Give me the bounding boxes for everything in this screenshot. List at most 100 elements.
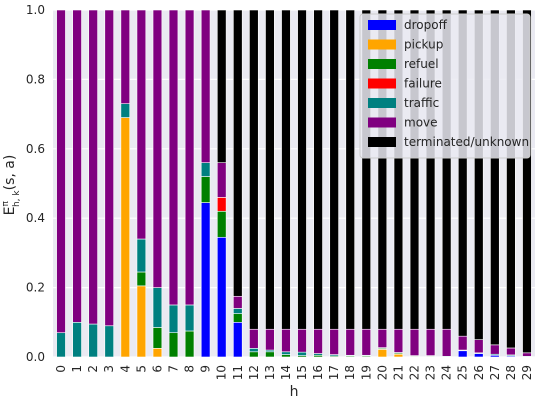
x-tick-label: 6 bbox=[150, 365, 164, 373]
x-tick-label: 29 bbox=[520, 365, 534, 380]
legend-swatch bbox=[368, 20, 396, 30]
bar-segment-terminated-unknown bbox=[490, 9, 500, 346]
bar-segment-move bbox=[120, 9, 131, 104]
x-tick-label: 19 bbox=[359, 365, 373, 380]
bar-segment-traffic bbox=[152, 287, 163, 328]
bar-segment-traffic bbox=[249, 348, 259, 353]
x-tick-label: 10 bbox=[215, 365, 229, 380]
x-tick-label: 22 bbox=[408, 365, 422, 380]
bar-segment-terminated-unknown bbox=[522, 9, 532, 354]
bar-segment-pickup bbox=[393, 353, 404, 358]
bar-segment-traffic bbox=[104, 325, 114, 358]
x-tick-label: 27 bbox=[488, 365, 502, 380]
bar-segment-terminated-unknown bbox=[281, 9, 291, 330]
bar-segment-terminated-unknown bbox=[233, 9, 243, 297]
legend-swatch bbox=[368, 59, 396, 69]
x-tick-label: 24 bbox=[440, 365, 454, 380]
x-tick-label: 26 bbox=[472, 365, 486, 380]
bar-segment-move bbox=[104, 9, 114, 327]
bar-segment-terminated-unknown bbox=[377, 9, 388, 330]
bar-segment-move bbox=[233, 295, 243, 309]
bar-segment-terminated-unknown bbox=[474, 9, 484, 340]
bar-segment-move bbox=[88, 9, 98, 325]
bar-segment-move bbox=[490, 344, 500, 355]
x-tick-label: 23 bbox=[424, 365, 438, 380]
bar-segment-terminated-unknown bbox=[249, 9, 259, 330]
bar-segment-terminated-unknown bbox=[313, 9, 323, 330]
x-tick-labels: 0 1 2 3 4 5 6 7 8 9 10 11 12 13 14 15 16 17 18 19 20 21 22 23 24… bbox=[54, 365, 534, 380]
bar-segment-traffic bbox=[233, 308, 243, 314]
bar-segment-dropoff bbox=[233, 321, 243, 358]
bar-segment-pickup bbox=[152, 348, 163, 358]
x-tick-label: 13 bbox=[263, 365, 277, 380]
x-tick-label: 3 bbox=[102, 365, 116, 373]
bar-segment-pickup bbox=[120, 117, 131, 358]
grid-lines bbox=[53, 9, 535, 358]
bar-segment-traffic bbox=[56, 332, 66, 358]
bar-segment-move bbox=[457, 335, 468, 351]
bar-segment-move bbox=[265, 328, 275, 351]
legend-label: move bbox=[404, 116, 438, 130]
bar-segment-move bbox=[249, 328, 259, 349]
bar-segment-failure bbox=[216, 197, 227, 212]
bar-segment-move bbox=[56, 9, 66, 334]
bar-segment-move bbox=[200, 9, 211, 163]
y-tick-label: 0.0 bbox=[26, 350, 45, 364]
legend-swatch bbox=[368, 39, 396, 50]
x-tick-label: 25 bbox=[456, 365, 470, 380]
x-tick-label: 5 bbox=[134, 365, 148, 373]
bar-segment-terminated-unknown bbox=[361, 9, 372, 330]
bar-segment-refuel bbox=[152, 327, 163, 349]
x-tick-label: 18 bbox=[343, 365, 357, 380]
bar-segment-traffic bbox=[88, 323, 98, 358]
x-tick-label: 4 bbox=[118, 365, 132, 373]
legend-box bbox=[359, 13, 531, 159]
x-tick-label: 16 bbox=[311, 365, 325, 380]
x-tick-label: 7 bbox=[167, 365, 181, 373]
x-tick-label: 14 bbox=[279, 365, 293, 380]
bar-segment-move bbox=[313, 328, 323, 354]
bar-segment-refuel bbox=[216, 210, 227, 238]
svg-text:Eπh, k(s, a): Eπh, k(s, a) bbox=[1, 155, 22, 216]
bar-segment-dropoff bbox=[200, 202, 211, 358]
y-tick-label: 0.4 bbox=[26, 211, 45, 225]
bar-segment-move bbox=[72, 9, 82, 323]
bar-segment-terminated-unknown bbox=[457, 9, 468, 337]
bar-segment-refuel bbox=[265, 351, 275, 358]
bar-segment-traffic bbox=[120, 103, 131, 118]
bar-segment-refuel bbox=[136, 271, 147, 287]
bar-segment-move bbox=[184, 9, 195, 306]
bar-segment-dropoff bbox=[474, 353, 484, 358]
y-tick-labels: 0.0 0.2 0.4 0.6 0.8 1.0 bbox=[26, 3, 45, 364]
bar-segment-move bbox=[409, 328, 420, 356]
y-axis-label-sub: h, k bbox=[12, 190, 22, 207]
bar-segment-move bbox=[136, 9, 147, 240]
y-tick-label: 1.0 bbox=[26, 3, 45, 17]
x-tick-label: 28 bbox=[504, 365, 518, 380]
bar-segment-move bbox=[506, 347, 516, 356]
legend-swatch bbox=[368, 117, 396, 128]
bar-segment-terminated-unknown bbox=[425, 9, 436, 330]
bar-segment-refuel bbox=[249, 351, 259, 358]
y-axis-label: Eπh, k(s, a) bbox=[1, 155, 22, 216]
bar-segment-move bbox=[329, 328, 339, 355]
legend-label: traffic bbox=[404, 96, 439, 110]
bar-segment-refuel bbox=[168, 332, 179, 358]
bar-segment-terminated-unknown bbox=[216, 9, 227, 163]
bar-segment-refuel bbox=[200, 176, 211, 203]
bar-segment-move bbox=[474, 339, 484, 354]
bar-segment-terminated-unknown bbox=[265, 9, 275, 330]
bar-segment-move bbox=[377, 328, 388, 348]
bar-segment-terminated-unknown bbox=[409, 9, 420, 330]
bar-segment-move bbox=[345, 328, 355, 356]
y-tick-label: 0.6 bbox=[26, 142, 45, 156]
x-tick-label: 15 bbox=[295, 365, 309, 380]
bar-segment-terminated-unknown bbox=[393, 9, 404, 330]
x-axis-label: h bbox=[290, 384, 299, 400]
bar-segment-terminated-unknown bbox=[345, 9, 355, 330]
legend-label: pickup bbox=[404, 38, 443, 52]
legend-label: failure bbox=[404, 77, 442, 91]
bar-segment-move bbox=[425, 328, 436, 356]
legend: dropoff pickup refuel failure traffic move ter… bbox=[359, 13, 531, 159]
